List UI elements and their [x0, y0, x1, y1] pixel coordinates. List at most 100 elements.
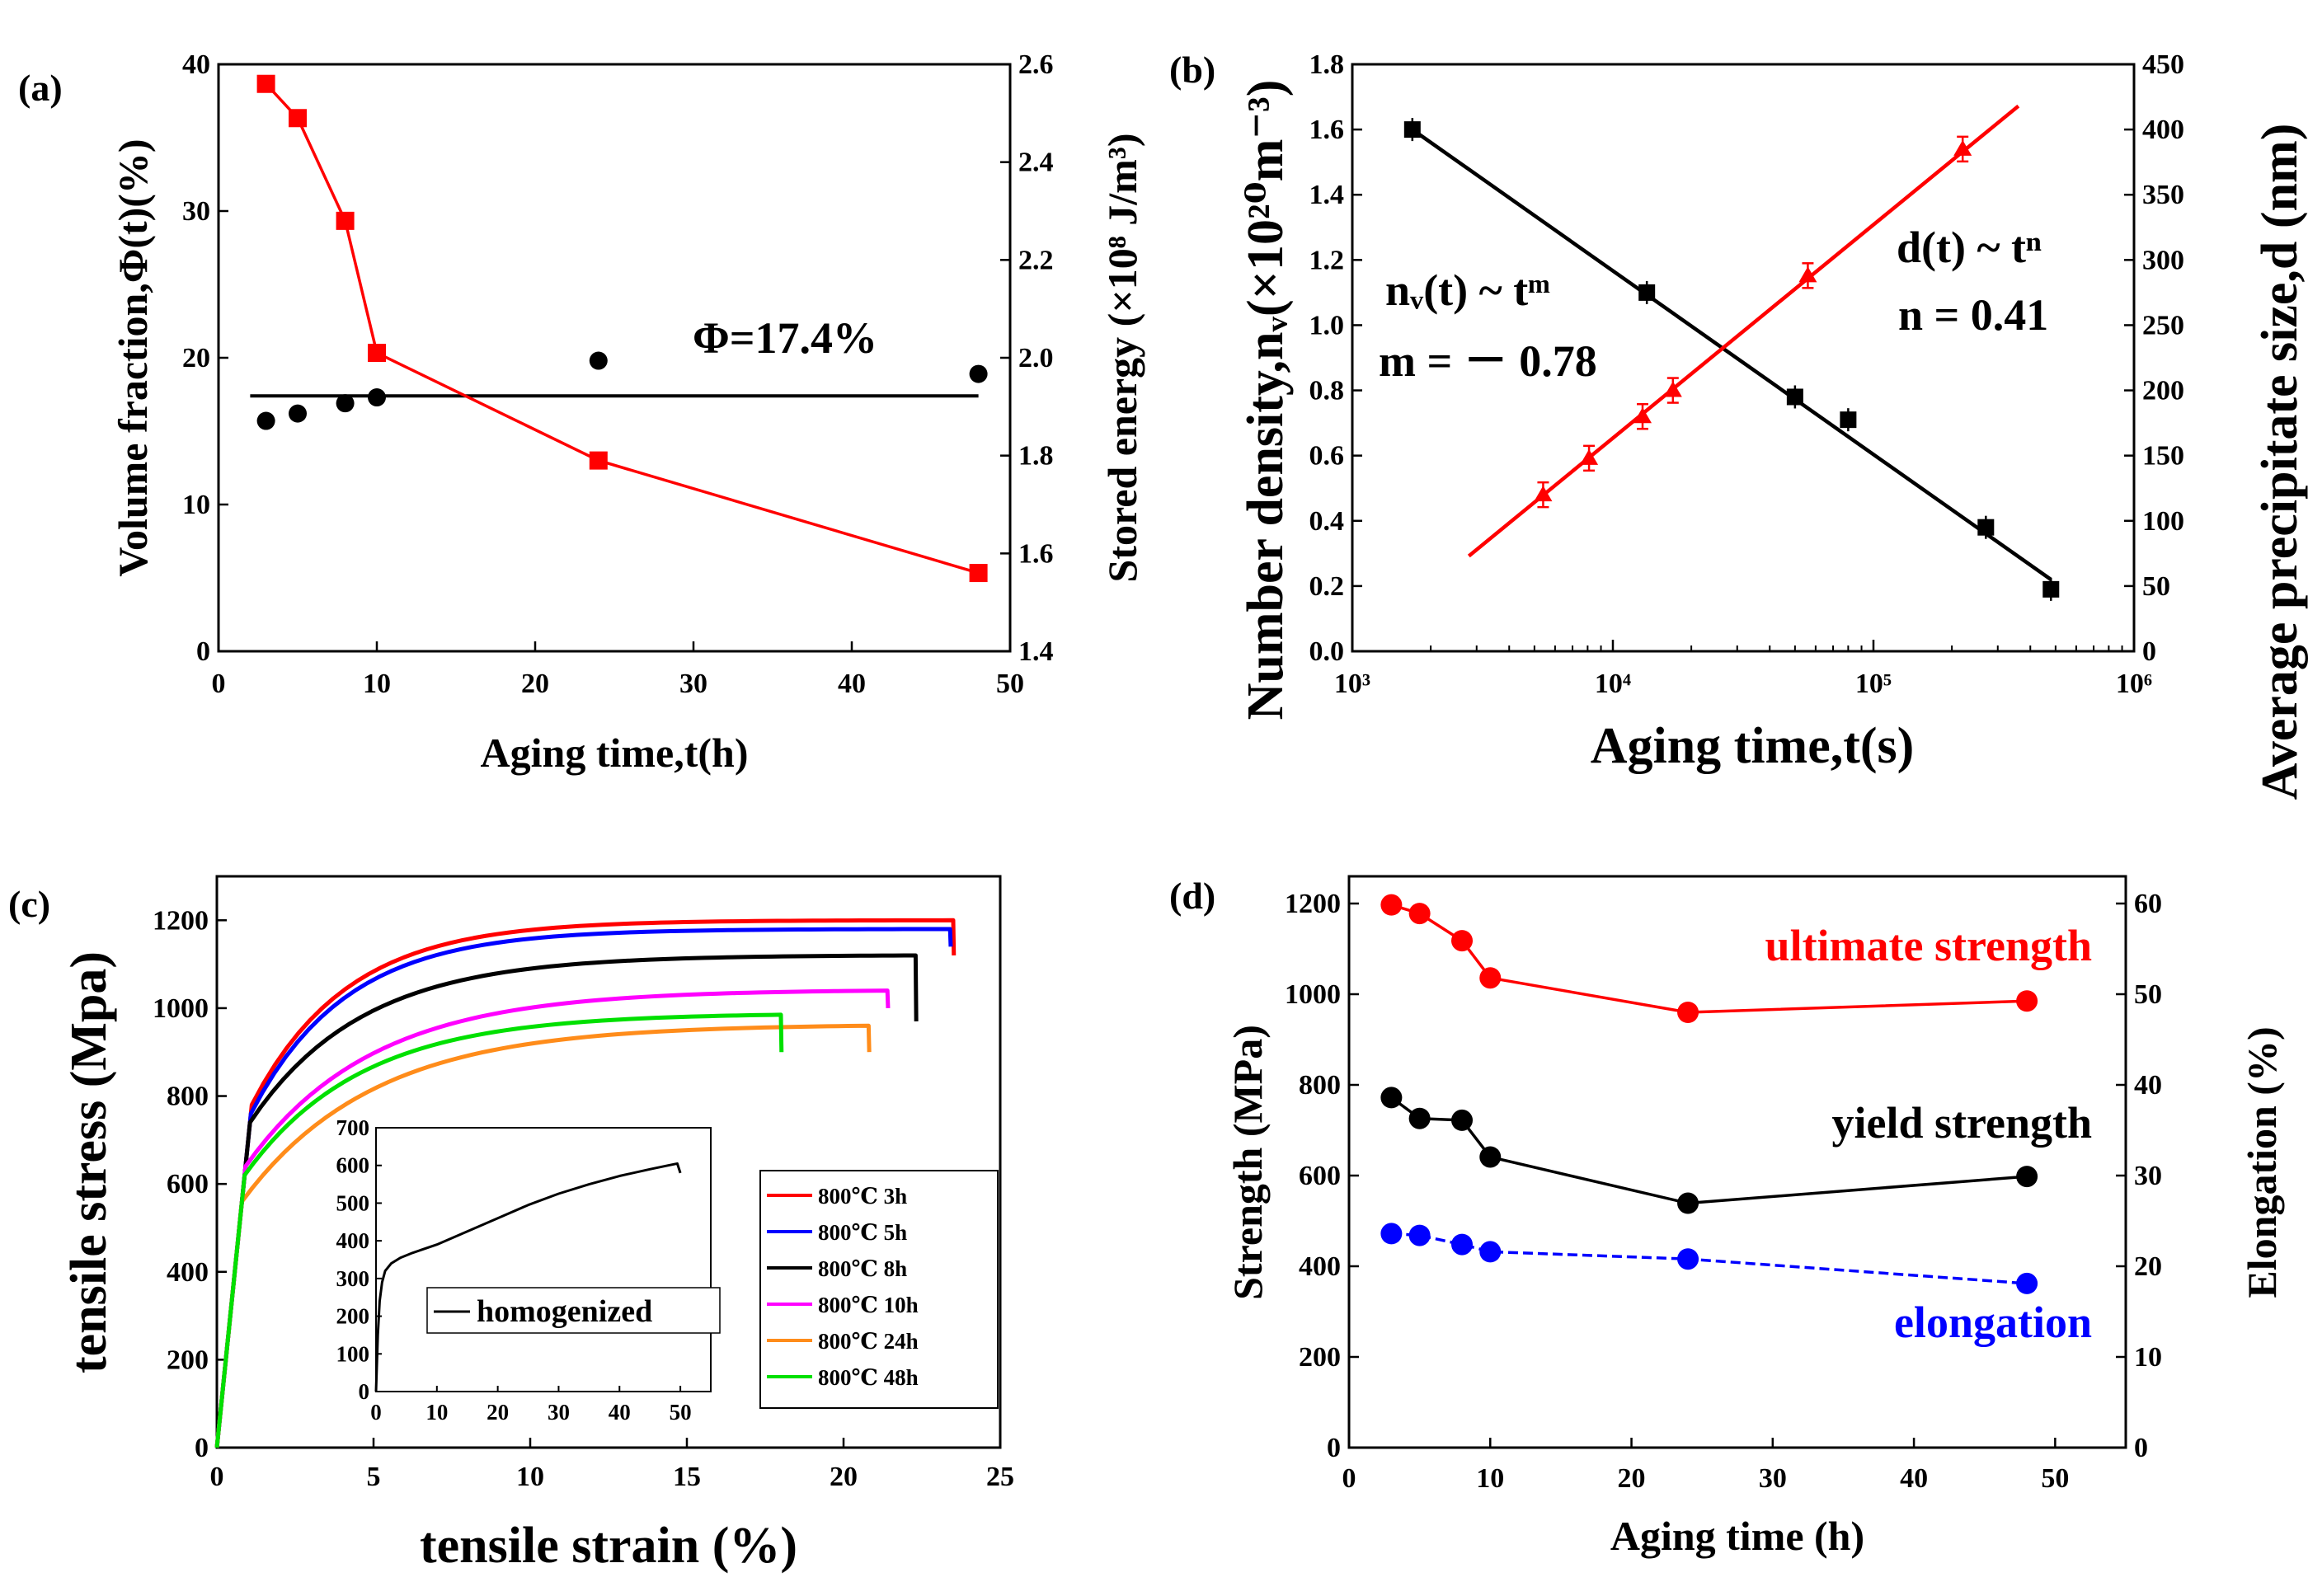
y-axis-title-d: Strength (MPa)	[1225, 1025, 1271, 1300]
number-density-point	[1403, 121, 1421, 138]
number-density-fit-line	[1411, 128, 2052, 581]
d-y-tick-label: 1000	[1285, 979, 1341, 1010]
legend-items-c: 800℃ 3h 800℃ 5h 800℃ 8h 800℃ 10h 800℃ 24h 800…	[767, 1184, 919, 1390]
panel-label-a: (a)	[18, 67, 63, 109]
c-y-tick-label: 1000	[153, 993, 209, 1024]
size-fit-line	[1467, 104, 2020, 558]
d-x-tick-label: 30	[1759, 1463, 1787, 1494]
plot-frame-d	[1347, 875, 2127, 1449]
legend-label-c: 800℃ 10h	[818, 1293, 919, 1317]
a-y2-tick-label: 1.6	[1018, 538, 1054, 569]
c-y-tick-label: 200	[167, 1345, 209, 1375]
a-y2-tick-label: 2.6	[1018, 49, 1054, 80]
a-x-tick-label: 0	[212, 669, 226, 699]
a-y2-tick-label: 1.4	[1018, 636, 1054, 667]
panel-a: (a) 0 10 20 30 40 50 0 10 20 30 40 1.4 1.6 1.8 2.0 2.…	[18, 49, 1145, 776]
plot-frame-a	[217, 63, 1012, 653]
panel-label-c: (c)	[8, 883, 50, 925]
size-point	[1663, 381, 1682, 397]
inset-x-tick-label: 40	[609, 1400, 631, 1425]
x-ticks-d: 0 10 20 30 40 50	[1342, 1438, 2069, 1494]
b-y-tick-label: 1.4	[1309, 180, 1345, 210]
b-y2-tick-label: 0	[2142, 636, 2156, 667]
panel-b: (b) 10³ 10⁴ 10⁵ 10⁶ 0.0 0.2 0.4 0.6 0.8 1.0 1.2 1.…	[1169, 49, 2308, 800]
x-axis-title-d: Aging time (h)	[1610, 1513, 1864, 1559]
elongation-point	[1677, 1248, 1699, 1270]
b-y2-tick-label: 400	[2142, 115, 2184, 145]
number-density-point	[1786, 388, 1803, 406]
y-axis-title-c: tensile stress (Mpa)	[61, 951, 117, 1373]
c-x-tick-label: 15	[673, 1462, 701, 1492]
number-density-point	[2042, 580, 2060, 598]
size-point	[1953, 139, 1972, 156]
d-x-tick-label: 20	[1618, 1463, 1646, 1494]
inset-x-ticks: 0 10 20 30 40 50	[370, 1386, 692, 1425]
legend-c: 800℃ 3h 800℃ 5h 800℃ 8h 800℃ 10h 800℃ 24h 800…	[759, 1170, 999, 1409]
size-point	[1633, 407, 1652, 424]
b-y-tick-label: 0.6	[1309, 441, 1345, 472]
x-ticks-b: 10³ 10⁴ 10⁵ 10⁶	[1334, 640, 2152, 699]
b-y2-tick-label: 150	[2142, 441, 2184, 472]
inset-x-tick-label: 10	[425, 1400, 448, 1425]
a-y-tick-label: 10	[182, 490, 210, 520]
yield-strength-point	[1380, 1087, 1403, 1109]
d-y2-tick-label: 0	[2134, 1433, 2148, 1463]
x-axis-title-b: Aging time,t(s)	[1591, 718, 1915, 774]
d-y-tick-label: 800	[1299, 1070, 1341, 1101]
y-ticks-d: 0 200 400 600 800 1000 1200	[1285, 889, 1359, 1463]
d-x-tick-label: 0	[1342, 1463, 1356, 1494]
homogenized-curve	[374, 1162, 682, 1392]
inset-data	[374, 1162, 682, 1392]
number-density-fit-label: nᵥ(t) ~ tᵐ	[1385, 265, 1550, 315]
inset-y-tick-label: 600	[336, 1153, 370, 1178]
yield-strength-point	[1408, 1107, 1431, 1129]
inset-x-tick-label: 20	[487, 1400, 509, 1425]
number-density-exponent-label: m = － 0.78	[1379, 336, 1597, 386]
y-axis-title-a: Volume fraction,Φ(t)(%)	[110, 138, 156, 576]
b-y-tick-label: 0.8	[1309, 376, 1345, 406]
a-y2-tick-label: 2.2	[1018, 245, 1054, 275]
number-density-point	[1840, 411, 1857, 429]
size-point	[1798, 266, 1817, 283]
b-y2-tick-label: 450	[2142, 49, 2184, 80]
inset-y-tick-label: 200	[336, 1304, 370, 1329]
a-y-tick-label: 20	[182, 343, 210, 373]
b-y2-tick-label: 200	[2142, 376, 2184, 406]
ultimate-strength-label: ultimate strength	[1765, 921, 2092, 970]
yield-strength-point	[1451, 1109, 1474, 1131]
a-x-tick-label: 20	[521, 669, 549, 699]
y2-axis-title-a: Stored energy (×10⁸ J/m³)	[1099, 134, 1145, 583]
y-ticks-c: 0 200 400 600 800 1000 1200	[153, 905, 227, 1463]
legend-label-c: 800℃ 24h	[818, 1329, 919, 1354]
inset-x-tick-label: 50	[670, 1400, 692, 1425]
legend-label-c: 800℃ 48h	[818, 1365, 919, 1390]
a-y2-tick-label: 2.0	[1018, 343, 1054, 373]
inset-x-tick-label: 0	[370, 1400, 382, 1425]
ultimate-strength-point	[1451, 930, 1474, 952]
stress-strain-curve	[214, 1012, 784, 1448]
yield-strength-label: yield strength	[1831, 1098, 2092, 1148]
b-y2-tick-label: 50	[2142, 571, 2170, 602]
number-density-point	[1977, 519, 1995, 536]
d-x-tick-label: 40	[1900, 1463, 1928, 1494]
d-x-tick-label: 50	[2041, 1463, 2069, 1494]
inset-y-tick-label: 400	[336, 1228, 370, 1253]
inset-y-tick-label: 700	[336, 1115, 370, 1140]
stress-strain-curve	[214, 988, 891, 1448]
stress-strain-curve	[214, 953, 919, 1448]
c-y-tick-label: 1200	[153, 905, 209, 936]
a-y2-tick-label: 2.4	[1018, 148, 1054, 178]
b-y2-tick-label: 250	[2142, 310, 2184, 340]
x-ticks-a: 0 10 20 30 40 50	[212, 641, 1024, 699]
b-y-tick-label: 0.2	[1309, 571, 1345, 602]
d-y2-tick-label: 40	[2134, 1070, 2162, 1101]
a-x-tick-label: 10	[363, 669, 391, 699]
b-y-tick-label: 0.4	[1309, 506, 1345, 537]
y2-axis-title-d: Elongation (%)	[2239, 1026, 2285, 1298]
x-ticks-c: 0 5 10 15 20 25	[210, 1438, 1014, 1492]
legend-label-c: 800℃ 8h	[818, 1256, 907, 1281]
d-y-tick-label: 400	[1299, 1251, 1341, 1282]
ultimate-strength-point	[1677, 1002, 1699, 1023]
